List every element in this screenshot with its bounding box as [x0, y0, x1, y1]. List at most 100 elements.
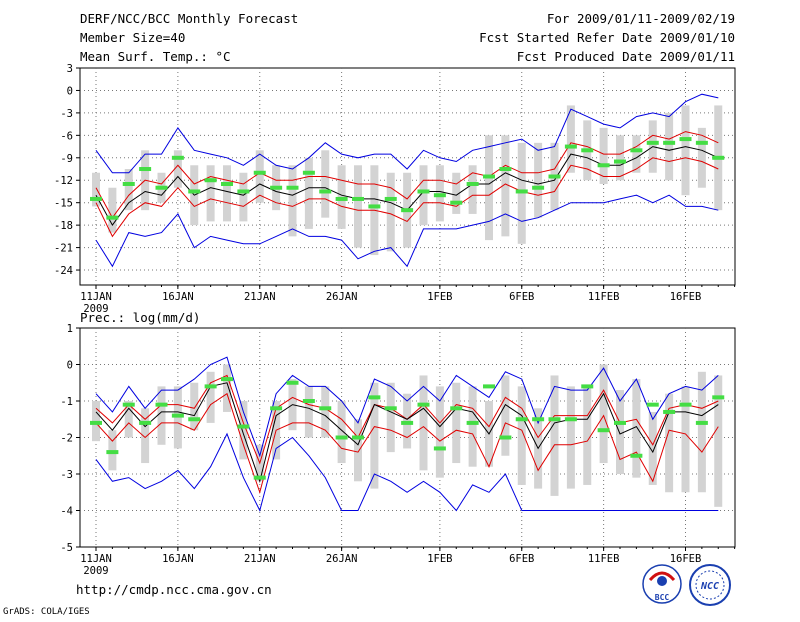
- observed-marker: [139, 420, 152, 425]
- observed-marker: [646, 140, 659, 145]
- precip-panel-title: Prec.: log(mm/d): [80, 310, 200, 325]
- observed-marker: [401, 208, 414, 213]
- y-tick-label: -6: [60, 130, 73, 142]
- header-start-date: Fcst Started Refer Date 2009/01/10: [479, 30, 735, 45]
- x-tick-label: 26JAN: [326, 291, 358, 303]
- y-tick-label: -15: [54, 198, 73, 210]
- x-tick-label: 11FEB: [588, 291, 620, 303]
- observed-marker: [90, 420, 102, 425]
- observed-marker: [712, 395, 725, 400]
- member-range-bar: [108, 187, 117, 233]
- observed-marker: [155, 402, 168, 407]
- member-range-bar: [681, 105, 690, 196]
- header-member-size: Member Size=40: [80, 30, 185, 45]
- observed-marker: [302, 399, 315, 403]
- observed-marker: [335, 196, 348, 201]
- observed-marker: [122, 402, 135, 407]
- y-tick-label: -12: [54, 175, 73, 187]
- member-range-bar: [223, 165, 231, 222]
- observed-marker: [679, 137, 692, 142]
- observed-marker: [253, 475, 266, 480]
- observed-marker: [270, 185, 283, 190]
- observed-marker: [368, 395, 381, 400]
- member-range-bar: [92, 172, 100, 207]
- member-range-bar: [419, 375, 428, 471]
- observed-marker: [139, 167, 152, 172]
- observed-marker: [483, 174, 495, 179]
- observed-marker: [171, 413, 184, 418]
- y-tick-label: -4: [60, 506, 73, 518]
- observed-marker: [253, 170, 266, 175]
- member-range-bar: [665, 112, 674, 181]
- y-tick-label: -21: [54, 243, 73, 255]
- x-tick-label: 11JAN: [80, 553, 112, 565]
- y-tick-label: 0: [67, 360, 73, 372]
- y-tick-label: -24: [54, 265, 73, 277]
- member-range-bar: [566, 386, 575, 489]
- member-range-bar: [239, 172, 248, 222]
- observed-marker: [564, 417, 577, 422]
- observed-marker: [450, 406, 463, 411]
- observed-marker: [630, 148, 643, 153]
- observed-marker: [695, 140, 708, 145]
- member-range-bar: [157, 386, 166, 445]
- x-tick-label: 1FEB: [427, 553, 452, 565]
- member-range-bar: [468, 165, 477, 214]
- header-produced-date: Fcst Produced Date 2009/01/11: [517, 49, 735, 64]
- observed-marker: [433, 446, 446, 451]
- grads-credit: GrADS: COLA/IGES: [3, 607, 90, 617]
- observed-marker: [532, 185, 545, 190]
- observed-marker: [695, 420, 708, 425]
- member-range-bar: [485, 135, 493, 241]
- member-range-bar: [337, 401, 346, 464]
- x-tick-label: 16JAN: [162, 291, 194, 303]
- observed-marker: [106, 450, 119, 455]
- member-range-bar: [255, 150, 264, 203]
- x-tick-label: 21JAN: [244, 291, 276, 303]
- observed-marker: [270, 406, 283, 411]
- member-range-bar: [452, 382, 461, 464]
- member-range-bar: [141, 408, 150, 464]
- x-tick-year: 2009: [83, 303, 108, 315]
- member-range-bar: [616, 390, 624, 474]
- member-range-bar: [304, 386, 313, 438]
- y-tick-label: -9: [60, 153, 73, 165]
- member-range-bar: [632, 379, 641, 478]
- y-tick-label: 1: [67, 323, 73, 335]
- observed-marker: [417, 189, 430, 194]
- observed-marker: [548, 174, 561, 179]
- observed-marker: [319, 406, 332, 411]
- member-range-bar: [501, 135, 510, 237]
- member-range-bar: [616, 135, 624, 181]
- observed-marker: [352, 435, 364, 440]
- y-tick-label: -3: [60, 469, 73, 481]
- x-tick-label: 16JAN: [162, 553, 194, 565]
- member-range-bar: [321, 150, 330, 218]
- y-tick-label: -1: [60, 396, 73, 408]
- observed-marker: [450, 200, 463, 205]
- observed-marker: [433, 193, 446, 198]
- member-range-bar: [632, 135, 641, 173]
- observed-marker: [155, 185, 168, 190]
- observed-marker: [483, 384, 495, 389]
- member-range-bar: [534, 142, 543, 218]
- member-range-bar: [566, 105, 575, 173]
- y-tick-label: -18: [54, 220, 73, 232]
- member-range-bar: [435, 386, 444, 478]
- x-tick-label: 6FEB: [509, 291, 534, 303]
- x-tick-label: 11JAN: [80, 291, 112, 303]
- series-line-ensemble-max: [95, 93, 719, 174]
- series-line-ensemble-min: [95, 194, 719, 268]
- x-tick-label: 1FEB: [427, 291, 452, 303]
- observed-marker: [237, 189, 250, 194]
- observed-marker: [679, 402, 692, 407]
- observed-marker: [417, 402, 430, 407]
- observed-marker: [614, 420, 626, 425]
- member-range-bar: [354, 165, 362, 248]
- observed-marker: [614, 159, 626, 164]
- member-range-bar: [697, 127, 706, 188]
- x-tick-label: 26JAN: [326, 553, 358, 565]
